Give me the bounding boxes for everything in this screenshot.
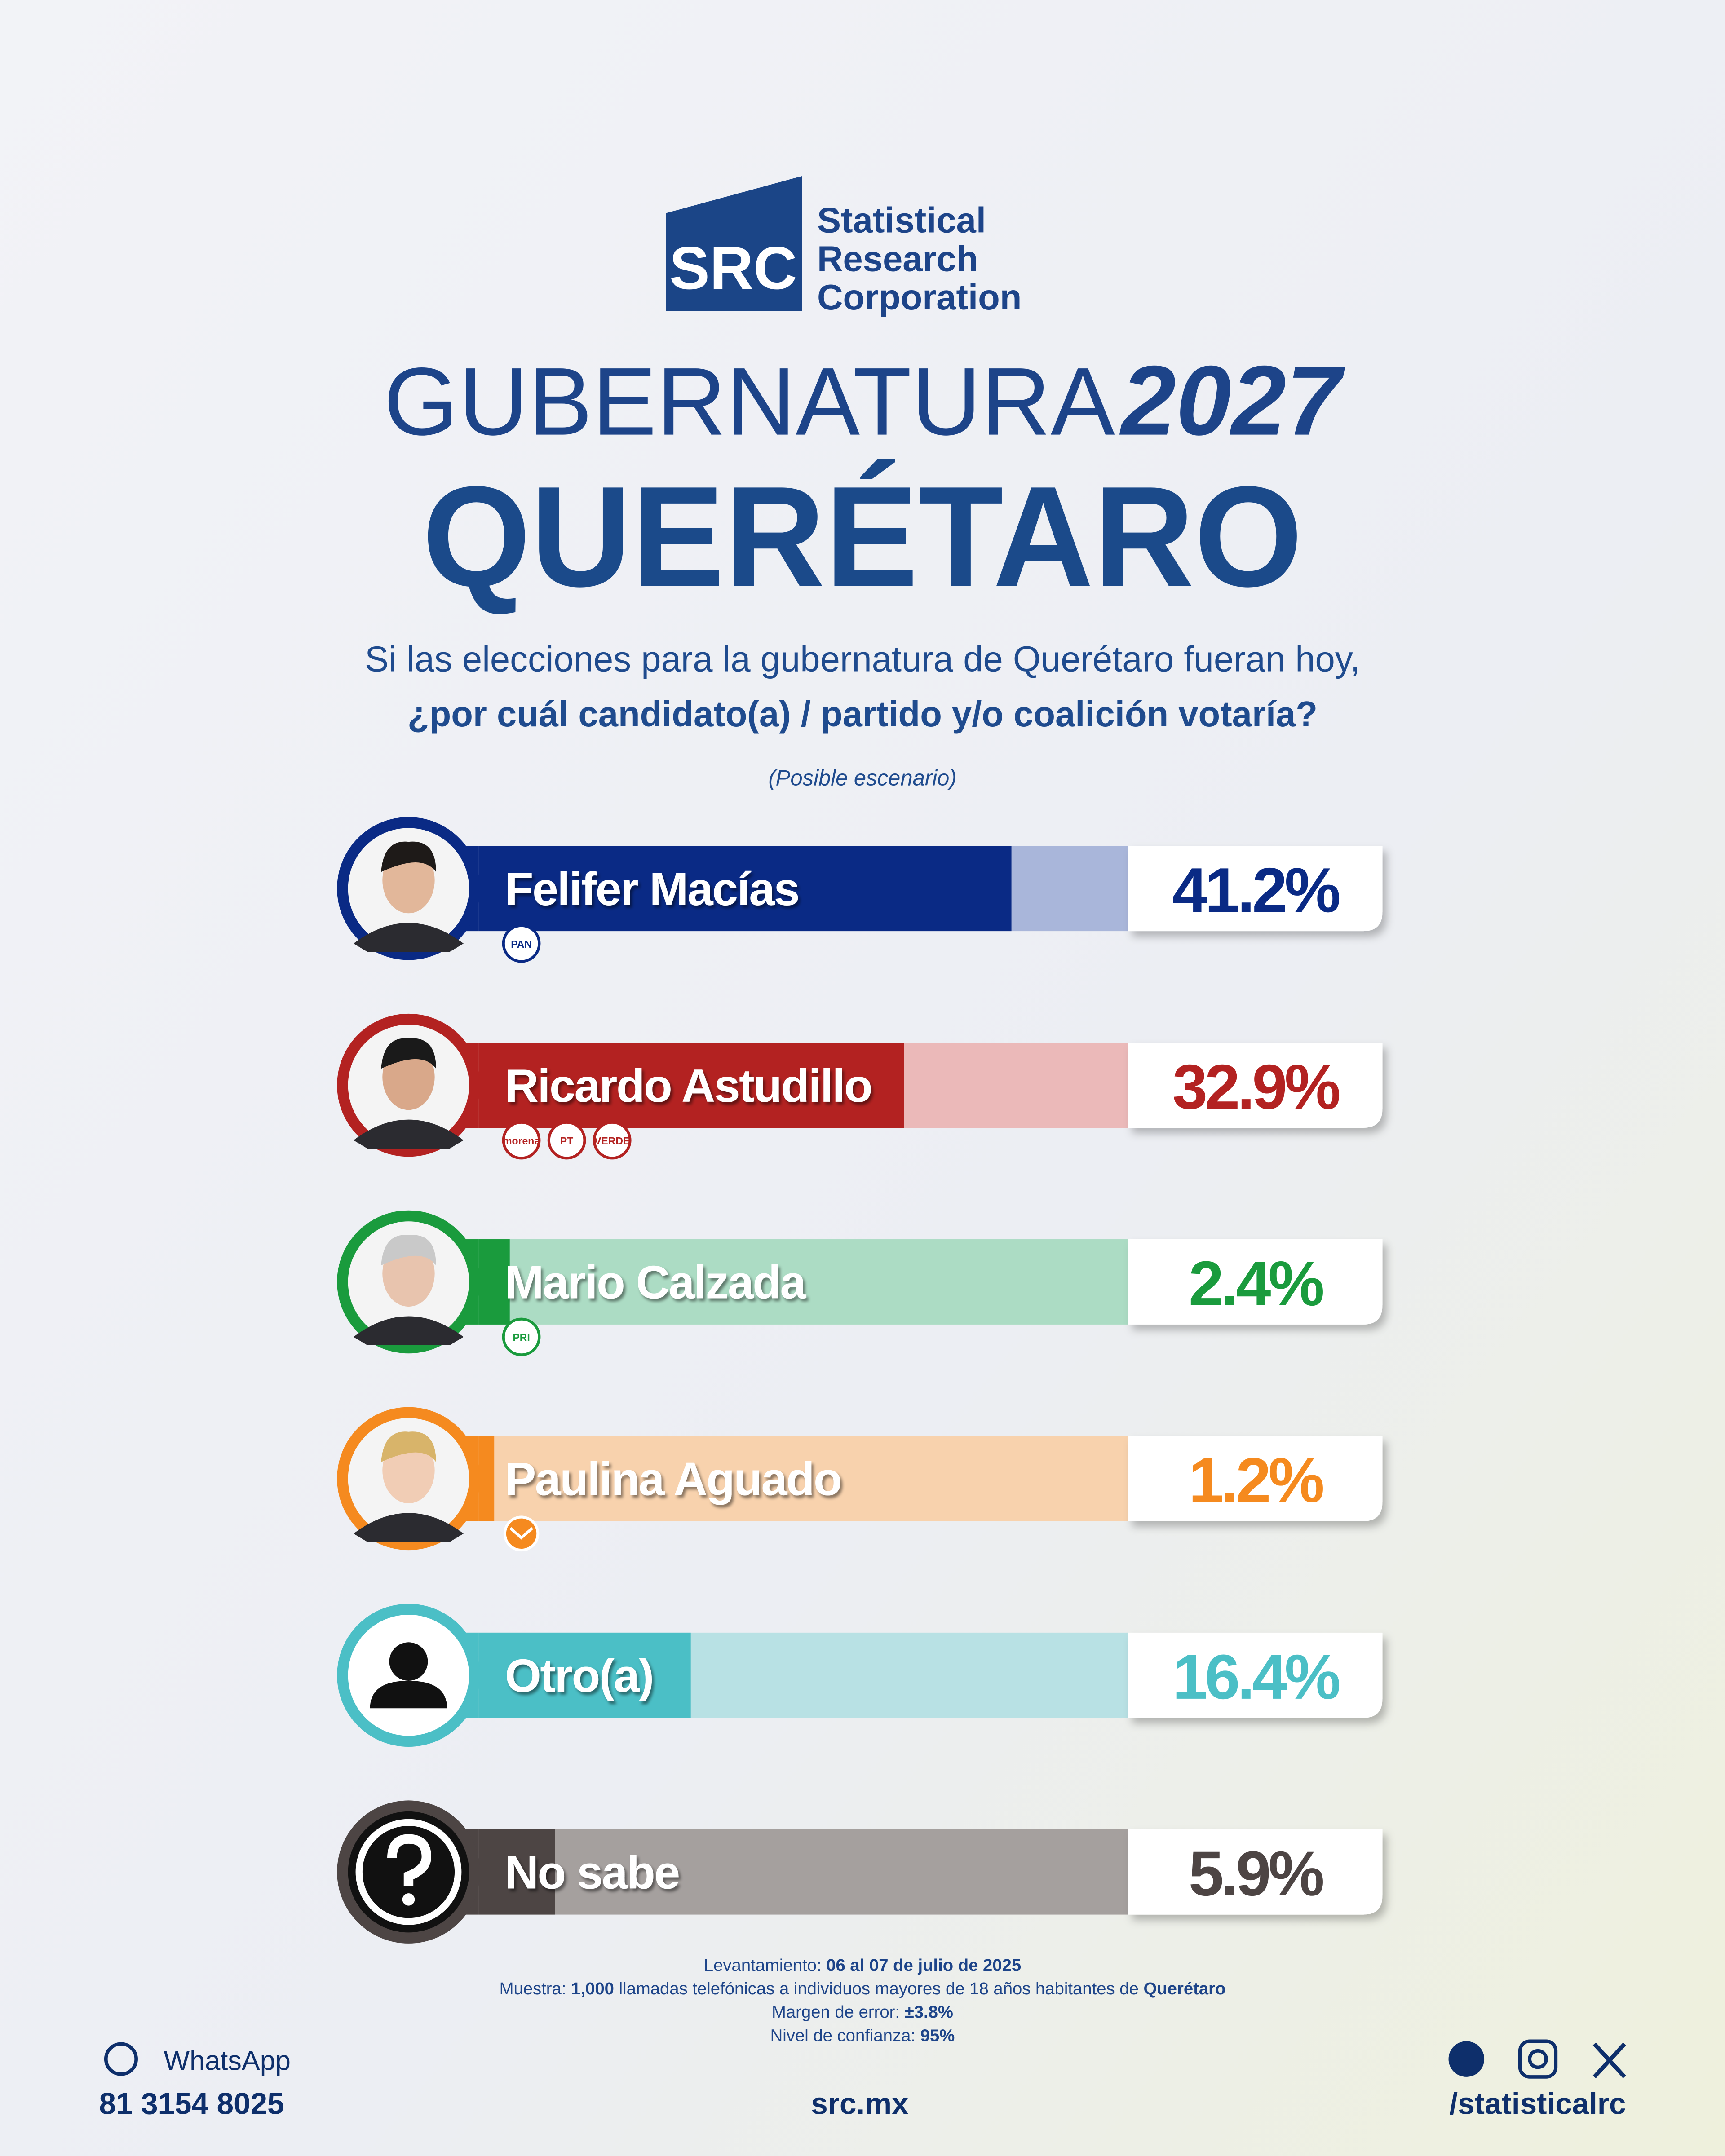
candidate-name: Paulina Aguado: [505, 1454, 841, 1506]
party-badge: [502, 924, 541, 963]
avatar-hair: [381, 1431, 436, 1462]
avatar-body: [353, 1119, 464, 1149]
avatar-body: [353, 1513, 464, 1542]
question: Si las elecciones para la gubernatura de…: [365, 639, 1360, 679]
party-badge-icon: [509, 1527, 534, 1540]
facebook-icon: [1448, 2041, 1485, 2077]
x-icon: [1592, 2042, 1626, 2079]
value-box: [1128, 846, 1383, 932]
party-badge: [593, 1121, 632, 1160]
value-label: 1.2%: [1189, 1445, 1323, 1515]
avatar-hair: [381, 1235, 436, 1266]
methodology-text: Querétaro: [1144, 1979, 1226, 1998]
title-main: GUBERNATURA: [384, 348, 1115, 455]
party-badge: [502, 1317, 541, 1356]
party-badge-label: PAN: [511, 938, 532, 950]
avatar-body: [353, 1316, 464, 1345]
value-label: 32.9%: [1172, 1051, 1340, 1122]
value-box: [1128, 1043, 1383, 1128]
value-label: 16.4%: [1172, 1641, 1340, 1712]
avatar-icon: [355, 1819, 462, 1925]
phone: 81 3154 8025: [99, 2087, 284, 2121]
value-box: [1128, 1632, 1383, 1718]
instagram-icon: [1518, 2039, 1558, 2079]
party-badge-icon: [503, 1515, 540, 1552]
methodology-text: Margen de error:: [772, 2002, 900, 2022]
chart-subtitle: QUERÉTARO: [422, 457, 1303, 616]
value-label: 5.9%: [1189, 1838, 1323, 1909]
avatar-body: [353, 923, 464, 952]
logo-name: Statistical: [817, 200, 986, 240]
methodology-line: Muestra: 1,000 llamadas telefónicas a indi…: [500, 1979, 1226, 1998]
value-label: 2.4%: [1189, 1248, 1323, 1319]
methodology-text: Levantamiento:: [704, 1956, 822, 1975]
value-label: 41.2%: [1172, 854, 1340, 925]
avatar-icon: [370, 1681, 447, 1709]
candidate-name: Mario Calzada: [505, 1257, 807, 1309]
methodology-line: Margen de error: ±3.8%: [772, 2002, 953, 2022]
social-handle: /statisticalrc: [1449, 2087, 1626, 2121]
methodology: Levantamiento: 06 al 07 de julio de 2025 M…: [500, 1956, 1226, 2045]
party-badge-label: PRI: [513, 1332, 530, 1343]
title-year: 2027: [1119, 345, 1345, 456]
bar-rows: Felifer Macías 41.2% PAN Ricardo Astudillo 3…: [337, 817, 1383, 1944]
value-box: [1128, 1436, 1383, 1521]
chart-title: GUBERNATURA 2027: [384, 345, 1345, 456]
avatar-icon: [389, 1642, 428, 1681]
methodology-text: llamadas telefónicas a individuos mayore…: [619, 1979, 1139, 1998]
methodology-text: ±3.8%: [905, 2002, 953, 2022]
methodology-text: Nivel de confianza:: [770, 2026, 916, 2045]
bar-track: [440, 1239, 1128, 1325]
methodology-text: 1,000: [571, 1979, 614, 1998]
bar-track: [440, 1436, 1128, 1521]
website: src.mx: [811, 2087, 908, 2121]
value-box: [1128, 1239, 1383, 1325]
whatsapp-label: WhatsApp: [164, 2046, 291, 2076]
avatar-icon: [402, 1893, 415, 1906]
bar: [478, 1043, 904, 1128]
candidate-name: Felifer Macías: [505, 863, 799, 915]
candidate-name: Otro(a): [505, 1650, 653, 1702]
logo-shape: [666, 176, 802, 311]
logo-mark: SRC: [669, 234, 797, 302]
note: (Posible escenario): [768, 766, 956, 791]
party-badge-label: morena: [503, 1135, 540, 1147]
value-box: [1128, 1829, 1383, 1915]
methodology-text: 95%: [920, 2026, 955, 2045]
bar: [478, 1829, 555, 1915]
logo-name: Research: [817, 239, 978, 278]
candidate-name: No sabe: [505, 1847, 679, 1899]
instagram-icon: [1528, 2049, 1548, 2069]
bar: [478, 846, 1012, 932]
party-badge-label: PT: [560, 1135, 573, 1147]
bar: [478, 1632, 691, 1718]
bar: [478, 1239, 510, 1325]
bar: [478, 1436, 495, 1521]
avatar-hair: [381, 1038, 436, 1069]
avatar-icon: [387, 1834, 432, 1886]
whatsapp-icon: [104, 2042, 138, 2076]
logo-name: Corporation: [817, 277, 1022, 317]
question: ¿por cuál candidato(a) / partido y/o coa…: [407, 694, 1318, 734]
methodology-line: Nivel de confianza: 95%: [770, 2026, 955, 2045]
avatar-hair: [381, 841, 436, 872]
methodology-text: Muestra:: [500, 1979, 566, 1998]
party-badge: [547, 1121, 586, 1160]
party-badge-label: VERDE: [594, 1135, 630, 1147]
methodology-line: Levantamiento: 06 al 07 de julio de 2025: [704, 1956, 1021, 1975]
party-badge: [502, 1121, 541, 1160]
methodology-text: 06 al 07 de julio de 2025: [826, 1956, 1021, 1975]
candidate-name: Ricardo Astudillo: [505, 1060, 871, 1112]
